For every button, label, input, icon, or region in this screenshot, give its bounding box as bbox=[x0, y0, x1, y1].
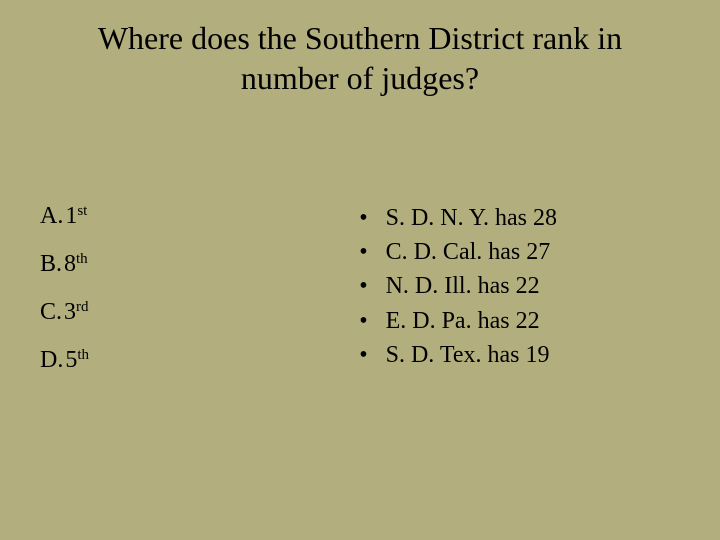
bullet-icon: • bbox=[359, 306, 367, 337]
fact-item: • C. D. Cal. has 27 bbox=[357, 237, 680, 268]
fact-text: S. D. Tex. has 19 bbox=[386, 340, 550, 371]
option-letter: C. bbox=[40, 299, 62, 326]
option-number: 8 bbox=[64, 251, 76, 278]
options-column: A. 1st B. 8th C. 3rd D. 5th bbox=[40, 203, 347, 395]
option-ordinal: st bbox=[77, 203, 87, 220]
bullet-icon: • bbox=[359, 271, 367, 302]
option-d: D. 5th bbox=[40, 347, 347, 374]
fact-text: E. D. Pa. has 22 bbox=[386, 306, 540, 337]
option-letter: D. bbox=[40, 347, 63, 374]
slide-title: Where does the Southern District rank in… bbox=[40, 18, 680, 98]
content-area: A. 1st B. 8th C. 3rd D. 5th • S. D. N. Y… bbox=[40, 203, 680, 395]
option-b: B. 8th bbox=[40, 251, 347, 278]
bullet-icon: • bbox=[359, 203, 367, 234]
option-number: 3 bbox=[64, 299, 76, 326]
option-number: 5 bbox=[65, 347, 77, 374]
option-ordinal: th bbox=[76, 251, 88, 268]
option-number: 1 bbox=[65, 203, 77, 230]
option-ordinal: rd bbox=[76, 299, 89, 316]
fact-item: • S. D. N. Y. has 28 bbox=[357, 203, 680, 234]
bullet-icon: • bbox=[359, 237, 367, 268]
facts-column: • S. D. N. Y. has 28 • C. D. Cal. has 27… bbox=[347, 203, 680, 395]
fact-text: N. D. Ill. has 22 bbox=[386, 271, 540, 302]
fact-item: • E. D. Pa. has 22 bbox=[357, 306, 680, 337]
fact-text: S. D. N. Y. has 28 bbox=[386, 203, 557, 234]
option-a: A. 1st bbox=[40, 203, 347, 230]
option-letter: A. bbox=[40, 203, 63, 230]
slide: Where does the Southern District rank in… bbox=[0, 0, 720, 540]
option-c: C. 3rd bbox=[40, 299, 347, 326]
option-ordinal: th bbox=[77, 347, 89, 364]
bullet-icon: • bbox=[359, 340, 367, 371]
fact-item: • S. D. Tex. has 19 bbox=[357, 340, 680, 371]
fact-text: C. D. Cal. has 27 bbox=[386, 237, 551, 268]
fact-item: • N. D. Ill. has 22 bbox=[357, 271, 680, 302]
option-letter: B. bbox=[40, 251, 62, 278]
